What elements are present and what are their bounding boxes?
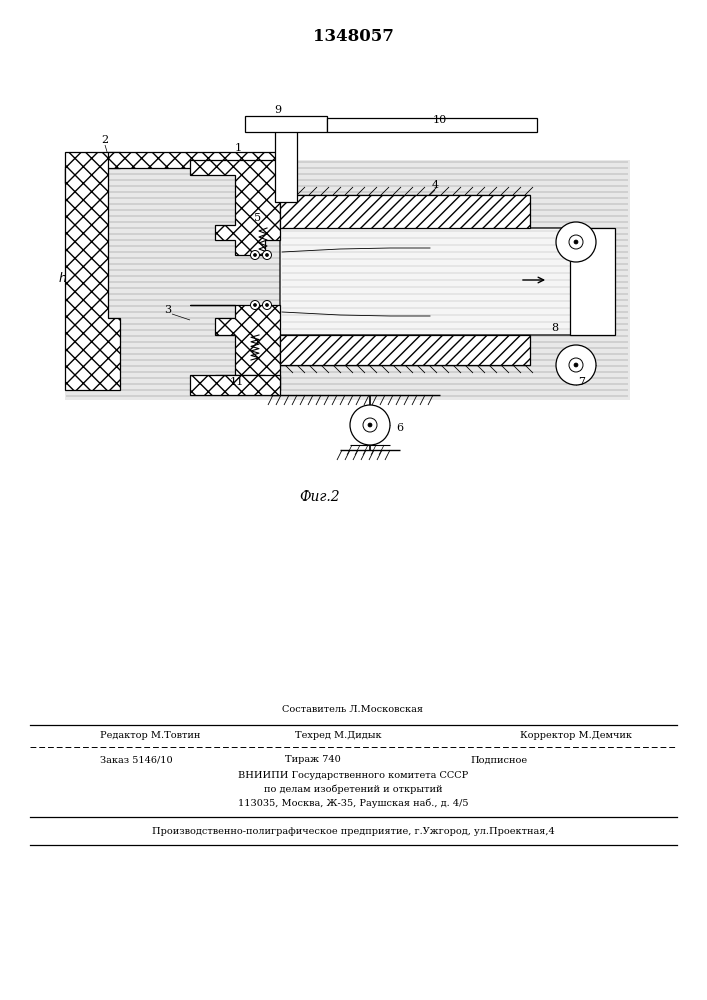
Circle shape	[250, 300, 259, 310]
Circle shape	[569, 235, 583, 249]
Polygon shape	[190, 305, 280, 390]
Text: 1348057: 1348057	[312, 28, 393, 45]
Polygon shape	[280, 335, 530, 365]
Circle shape	[250, 250, 259, 259]
Circle shape	[254, 304, 257, 306]
Polygon shape	[108, 152, 280, 168]
Text: 2: 2	[101, 135, 109, 145]
Text: Техред М.Дидык: Техред М.Дидык	[295, 730, 382, 740]
Bar	[245, 116, 327, 132]
Text: 113035, Москва, Ж-35, Раушская наб., д. 4/5: 113035, Москва, Ж-35, Раушская наб., д. …	[238, 798, 468, 808]
Text: 1: 1	[235, 143, 242, 153]
Circle shape	[368, 423, 372, 427]
Text: 6: 6	[397, 423, 404, 433]
Circle shape	[262, 250, 271, 259]
Circle shape	[556, 222, 596, 262]
Polygon shape	[65, 152, 120, 390]
Polygon shape	[280, 228, 615, 335]
Text: 3: 3	[165, 305, 172, 315]
Text: 9: 9	[274, 105, 281, 115]
Text: δ: δ	[92, 207, 98, 217]
Bar	[327, 118, 537, 132]
Text: h: h	[59, 272, 67, 286]
Text: Тираж 740: Тираж 740	[285, 756, 341, 764]
Text: Корректор М.Демчик: Корректор М.Демчик	[520, 730, 632, 740]
Circle shape	[266, 304, 269, 306]
Text: Подписное: Подписное	[470, 756, 527, 764]
Text: 11: 11	[230, 377, 244, 387]
Text: Заказ 5146/10: Заказ 5146/10	[100, 756, 173, 764]
Circle shape	[574, 363, 578, 367]
Text: 5: 5	[255, 213, 262, 223]
Polygon shape	[190, 160, 280, 255]
Polygon shape	[280, 195, 530, 228]
Circle shape	[363, 418, 377, 432]
Text: ВНИИПИ Государственного комитета СССР: ВНИИПИ Государственного комитета СССР	[238, 770, 468, 780]
Text: 10: 10	[433, 115, 447, 125]
Circle shape	[266, 253, 269, 256]
Text: Фиг.2: Фиг.2	[300, 490, 340, 504]
Text: по делам изобретений и открытий: по делам изобретений и открытий	[264, 784, 443, 794]
Polygon shape	[190, 375, 280, 395]
Circle shape	[574, 240, 578, 244]
Polygon shape	[65, 160, 630, 400]
Bar	[275, 120, 297, 202]
Text: 7: 7	[578, 377, 585, 387]
Circle shape	[569, 358, 583, 372]
Circle shape	[556, 345, 596, 385]
Circle shape	[262, 300, 271, 310]
Text: 8: 8	[551, 323, 559, 333]
Text: 4: 4	[431, 180, 438, 190]
Polygon shape	[570, 228, 615, 335]
Circle shape	[350, 405, 390, 445]
Text: Редактор М.Товтин: Редактор М.Товтин	[100, 730, 200, 740]
Text: Производственно-полиграфическое предприятие, г.Ужгород, ул.Проектная,4: Производственно-полиграфическое предприя…	[151, 826, 554, 836]
Text: Составитель Л.Московская: Составитель Л.Московская	[283, 704, 423, 714]
Circle shape	[254, 253, 257, 256]
